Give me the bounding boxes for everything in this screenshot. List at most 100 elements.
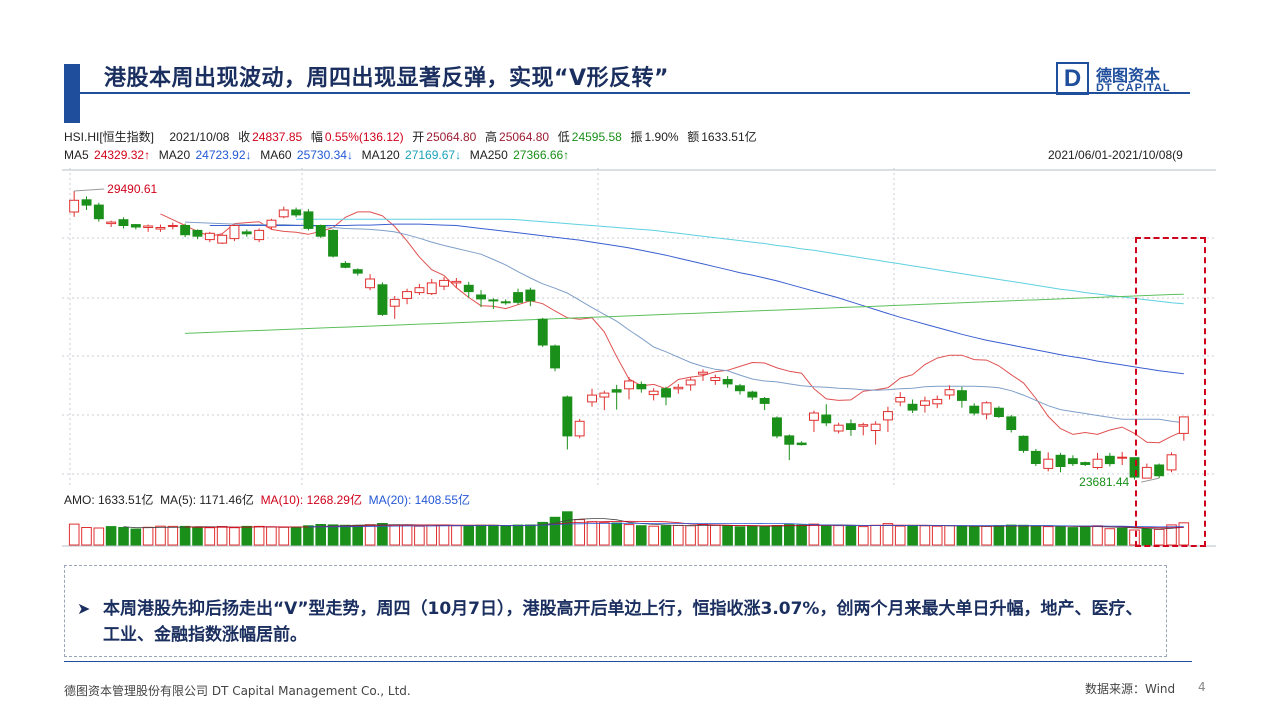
candle-body — [722, 379, 733, 385]
candle-body — [772, 417, 782, 437]
volume-bar — [266, 526, 277, 546]
volume-bar — [648, 525, 660, 546]
candle-body — [920, 400, 930, 406]
candle-body — [624, 380, 634, 390]
amo-ma10-value: MA(10): 1268.29亿 — [260, 493, 362, 507]
candle-body — [981, 402, 992, 415]
volume-bar — [303, 525, 314, 546]
summary-text: 本周港股先抑后扬走出“V”型走势，周四（10月7日），港股高开后单边上行，恒指收… — [103, 599, 1143, 645]
volume-bar — [118, 527, 129, 546]
volume-bar — [759, 525, 770, 546]
volume-bar — [993, 525, 1005, 546]
low-label: 低 — [557, 130, 570, 144]
candle-body — [574, 420, 585, 437]
candle-body — [291, 209, 302, 216]
candle-body — [525, 289, 536, 302]
candle-body — [303, 211, 314, 229]
volume-chart — [62, 511, 1216, 547]
candle-body — [1104, 455, 1115, 465]
change-label: 幅 — [310, 130, 323, 144]
amount-label: 额 — [687, 130, 700, 144]
ma20-line — [185, 221, 1184, 424]
candle-body — [809, 412, 819, 421]
volume-bar — [968, 526, 980, 546]
volume-bar — [81, 527, 92, 546]
quote-date: 2021/10/08 — [169, 130, 230, 144]
volume-bar — [512, 524, 524, 546]
candle-body — [562, 396, 573, 437]
candle-body — [488, 299, 499, 302]
candle-body — [636, 383, 647, 390]
candle-body — [69, 199, 80, 213]
candle-body — [204, 232, 215, 241]
volume-bar — [340, 524, 351, 546]
volume-bar — [414, 525, 425, 546]
candle-body — [463, 284, 474, 293]
company-logo: D 德图资本 DT CAPITAL — [1056, 60, 1196, 98]
candle-body — [796, 442, 807, 446]
open-label: 开 — [412, 130, 425, 144]
volume-bar — [401, 524, 413, 546]
volume-bar — [660, 525, 672, 546]
candle-body — [118, 219, 129, 227]
open-value: 25064.80 — [426, 130, 477, 144]
candle-body — [1043, 458, 1054, 469]
amo-ma5-value: MA(5): 1171.46亿 — [160, 493, 254, 507]
candle-body — [106, 221, 117, 225]
volume-ma20-line — [308, 522, 1184, 528]
candle-body — [414, 287, 425, 294]
candle-body — [907, 403, 918, 411]
candle-body — [402, 291, 413, 299]
candle-body — [599, 392, 610, 398]
candle-body — [352, 269, 363, 274]
candle-body — [451, 280, 462, 284]
ma120-line — [296, 218, 1184, 305]
volume-bar — [981, 525, 992, 546]
title-accent-bar — [64, 64, 80, 123]
candle-body — [439, 279, 450, 287]
volume-bar — [944, 525, 955, 546]
volume-bar — [1116, 527, 1128, 546]
candle-body — [167, 225, 178, 227]
ma20-value: 24723.92↓ — [195, 148, 252, 162]
v-reversal-highlight-box — [1135, 237, 1206, 547]
volume-bar — [586, 521, 598, 546]
volume-bar — [845, 525, 857, 546]
candle-body — [315, 225, 326, 237]
candle-body — [500, 301, 511, 304]
candle-body — [340, 262, 351, 268]
logo-cn-text: 德图资本 — [1096, 66, 1161, 85]
volume-bar — [537, 521, 548, 546]
volume-bar — [364, 524, 376, 546]
volume-bar — [1129, 529, 1140, 546]
volume-bar — [105, 526, 117, 546]
amo-value: AMO: 1633.51亿 — [64, 493, 154, 507]
volume-bar — [93, 527, 105, 546]
candle-body — [858, 424, 869, 427]
ma250-value: 27366.66↑ — [513, 148, 570, 162]
candle-body — [217, 234, 228, 244]
volume-bar — [278, 526, 290, 546]
volume-bar — [130, 528, 142, 546]
volume-bar — [882, 523, 894, 546]
ma250-line — [185, 293, 1184, 334]
candle-body — [155, 227, 166, 230]
volume-bar — [894, 525, 906, 546]
ma60-value: 25730.34↓ — [296, 148, 353, 162]
candle-body — [1080, 462, 1091, 466]
volume-bar — [1005, 524, 1017, 546]
close-value: 24837.85 — [252, 130, 303, 144]
volume-bar — [919, 525, 931, 546]
volume-bar — [870, 524, 881, 546]
volume-bar — [821, 524, 832, 546]
high-annotation-label: 29490.61 — [107, 182, 157, 196]
volume-bar — [525, 524, 536, 546]
ma5-line — [160, 211, 1184, 444]
close-label: 收 — [238, 130, 251, 144]
candle-body — [611, 389, 622, 393]
candle-body — [278, 209, 289, 218]
candle-body — [377, 284, 388, 315]
volume-bar — [1042, 526, 1054, 546]
candle-body — [1141, 466, 1152, 479]
volume-bar — [1092, 525, 1103, 546]
